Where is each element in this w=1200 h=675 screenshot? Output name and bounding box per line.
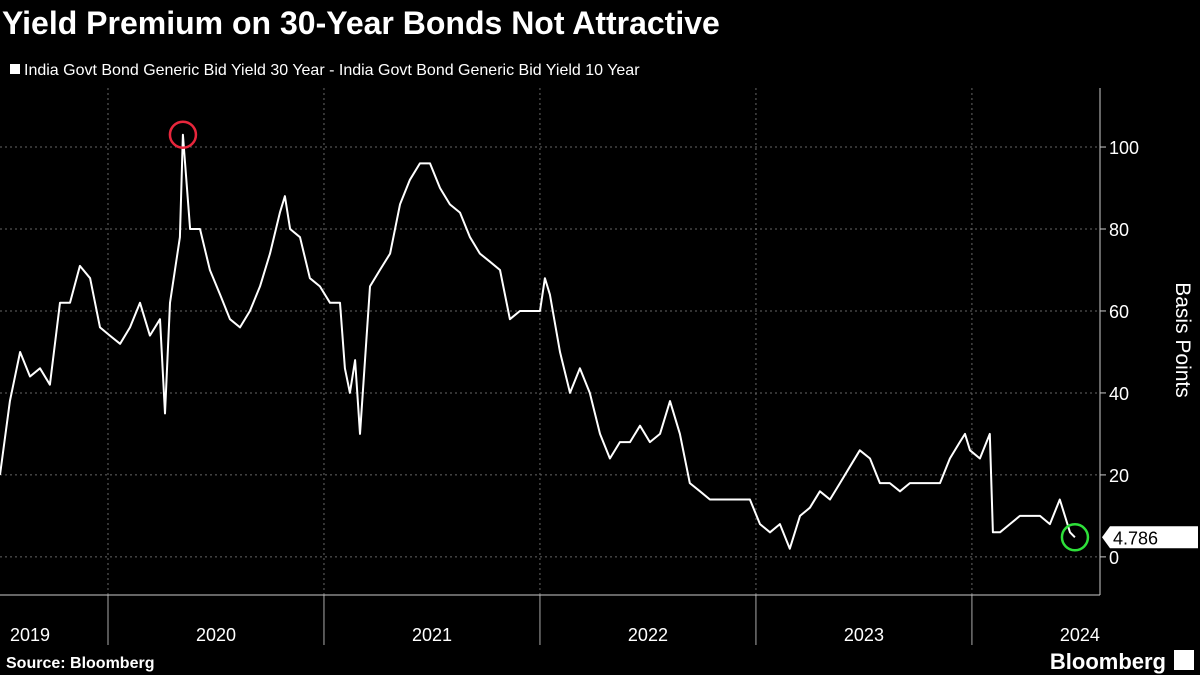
last-value-label: 4.786 — [1113, 528, 1158, 548]
y-tick-label: 60 — [1109, 302, 1129, 322]
highlight-circle — [168, 120, 198, 149]
legend-label: India Govt Bond Generic Bid Yield 30 Yea… — [24, 62, 640, 79]
chart-title: Yield Premium on 30-Year Bonds Not Attra… — [2, 5, 720, 41]
x-tick-label: 2023 — [844, 625, 884, 645]
line — [0, 133, 1076, 550]
brand-icon — [1174, 650, 1194, 670]
y-tick-label: 20 — [1109, 466, 1129, 486]
legend-swatch — [10, 64, 20, 74]
y-tick-label: 40 — [1109, 384, 1129, 404]
x-tick-label: 2019 — [10, 625, 50, 645]
highlight-circle — [1060, 523, 1090, 552]
x-tick-label: 2022 — [628, 625, 668, 645]
x-tick-label: 2021 — [412, 625, 452, 645]
y-tick-label: 0 — [1109, 548, 1119, 568]
value-callout — [1102, 526, 1198, 549]
y-tick-label: 100 — [1109, 138, 1139, 158]
x-tick-label: 2020 — [196, 625, 236, 645]
brand: Bloomberg — [1050, 649, 1166, 674]
source: Source: Bloomberg — [6, 655, 154, 672]
y-axis-label: Basis Points — [1171, 282, 1194, 398]
y-tick-label: 80 — [1109, 220, 1129, 240]
x-tick-label: 2024 — [1060, 625, 1100, 645]
